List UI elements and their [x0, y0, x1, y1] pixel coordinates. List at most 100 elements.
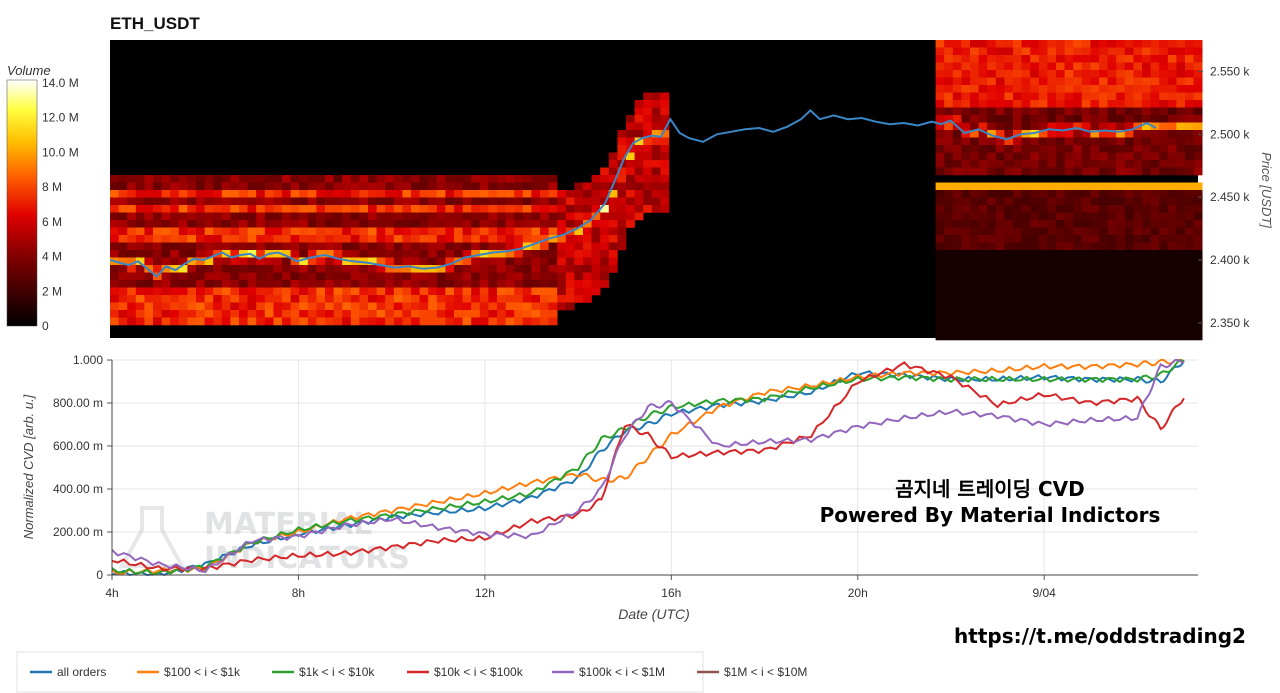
- heatmap-cell: [643, 190, 653, 198]
- heatmap-cell: [445, 272, 455, 281]
- heatmap-cell: [1133, 280, 1143, 288]
- heatmap-cell: [393, 212, 403, 221]
- heatmap-cell: [1176, 40, 1186, 48]
- heatmap-cell: [995, 92, 1005, 101]
- heatmap-cell: [264, 257, 274, 266]
- heatmap-cell: [995, 137, 1005, 146]
- heatmap-cell: [1030, 62, 1040, 71]
- heatmap-cell: [1159, 287, 1169, 296]
- heatmap-cell: [583, 280, 592, 288]
- heatmap-cell: [634, 212, 644, 221]
- heatmap-cell: [995, 302, 1005, 311]
- colorbar-scale: [6, 79, 38, 327]
- heatmap-cell: [1167, 250, 1177, 258]
- heatmap-cell: [548, 175, 558, 183]
- heatmap-cell: [961, 272, 971, 281]
- heatmap-cell: [1124, 235, 1134, 243]
- heatmap-cell: [1047, 332, 1057, 341]
- heatmap-cell: [634, 167, 644, 176]
- heatmap-cell: [1073, 265, 1083, 273]
- heatmap-cell: [282, 212, 291, 221]
- heatmap-cell: [187, 265, 197, 273]
- heatmap-cell: [978, 287, 988, 296]
- heatmap-cell: [1176, 122, 1186, 131]
- heatmap-cell: [978, 182, 988, 191]
- heatmap-cell: [1116, 287, 1126, 296]
- heatmap-cell: [1176, 182, 1186, 191]
- heatmap-cell: [1004, 250, 1014, 258]
- heatmap-cell: [626, 167, 635, 176]
- heatmap-cell: [333, 287, 343, 296]
- heatmap-cell: [540, 265, 549, 273]
- heatmap-cell: [548, 265, 558, 273]
- heatmap-cell: [1081, 137, 1091, 146]
- heatmap-cell: [987, 227, 997, 236]
- heatmap-cell: [411, 280, 420, 288]
- heatmap-cell: [1099, 167, 1108, 176]
- heatmap-cell: [1133, 332, 1143, 341]
- heatmap-cell: [376, 287, 386, 296]
- heatmap-cell: [548, 295, 558, 303]
- heatmap-cell: [540, 317, 549, 326]
- heatmap-cell: [1081, 167, 1091, 176]
- heatmap-cell: [1038, 287, 1048, 296]
- heatmap-cell: [1030, 145, 1040, 153]
- heatmap-cell: [944, 85, 954, 93]
- heatmap-cell: [514, 250, 524, 258]
- heatmap-cell: [213, 317, 223, 326]
- heatmap-cell: [436, 257, 446, 266]
- heatmap-cell: [1038, 100, 1048, 108]
- heatmap-cell: [204, 182, 214, 191]
- heatmap-cell: [952, 295, 962, 303]
- heatmap-cell: [333, 197, 343, 206]
- heatmap-cell: [565, 302, 575, 311]
- heatmap-cell: [1142, 145, 1151, 153]
- heatmap-cell: [1124, 295, 1134, 303]
- heatmap-cell: [299, 205, 309, 213]
- heatmap-cell: [161, 182, 171, 191]
- heatmap-cell: [987, 152, 997, 161]
- heatmap-cell: [1133, 235, 1143, 243]
- heatmap-cell: [359, 212, 369, 221]
- heatmap-cell: [970, 122, 979, 131]
- heatmap-cell: [952, 317, 962, 326]
- heatmap-cell: [178, 280, 188, 288]
- heatmap-cell: [1150, 220, 1160, 228]
- heatmap-cell: [1116, 235, 1126, 243]
- heatmap-cell: [1004, 197, 1014, 206]
- heatmap-cell: [1004, 167, 1014, 176]
- heatmap-cell: [196, 235, 205, 243]
- heatmap-cell: [462, 317, 472, 326]
- heatmap-cell: [1159, 332, 1169, 341]
- heatmap-cell: [1099, 145, 1108, 153]
- heatmap-cell: [428, 280, 438, 288]
- heatmap-cell: [1167, 107, 1177, 116]
- heatmap-cell: [1176, 242, 1186, 251]
- heatmap-cell: [325, 310, 334, 318]
- heatmap-cell: [995, 280, 1005, 288]
- heatmap-cell: [1030, 242, 1040, 251]
- heatmap-cell: [935, 190, 945, 198]
- heatmap-cell: [1064, 115, 1074, 123]
- heatmap-cell: [445, 175, 455, 183]
- heatmap-cell: [153, 235, 162, 243]
- heatmap-cell: [299, 182, 309, 191]
- telegram-link[interactable]: https://t.me/oddstrading2: [954, 624, 1246, 648]
- heatmap-cell: [118, 265, 128, 273]
- heatmap-cell: [961, 242, 971, 251]
- heatmap-cell: [479, 295, 489, 303]
- heatmap-cell: [660, 122, 670, 131]
- heatmap-cell: [505, 197, 515, 206]
- heatmap-cell: [944, 77, 954, 86]
- heatmap-cell: [264, 295, 274, 303]
- heatmap-cell: [1150, 212, 1160, 221]
- heatmap-cell: [557, 242, 567, 251]
- heatmap-cell: [522, 190, 532, 198]
- heatmap-cell: [574, 257, 584, 266]
- heatmap-cell: [221, 175, 231, 183]
- heatmap-cell: [970, 92, 979, 101]
- heatmap-cell: [368, 212, 377, 221]
- heatmap-cell: [1047, 62, 1057, 71]
- heatmap-cell: [643, 197, 653, 206]
- heatmap-cell: [944, 197, 954, 206]
